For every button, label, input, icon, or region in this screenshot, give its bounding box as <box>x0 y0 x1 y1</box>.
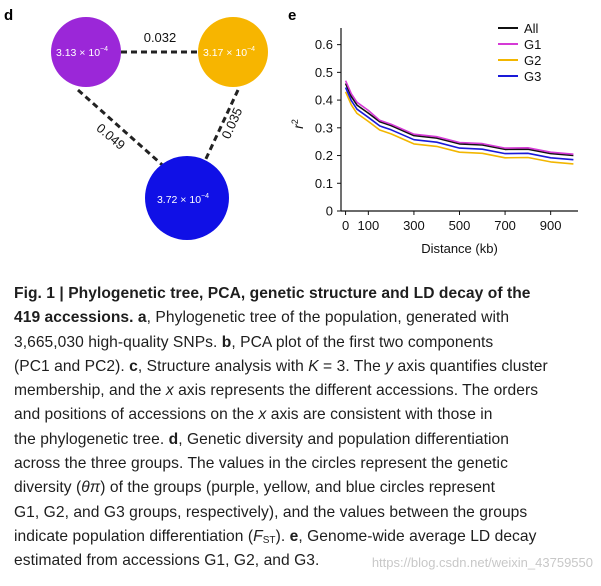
caption-line-7: the phylogenetic tree. d, Genetic divers… <box>14 428 598 452</box>
ld-decay-chart: 0 0.1 0.2 0.3 0.4 0.5 0.6 0 100 300 500 700 900 Dista… <box>290 21 578 256</box>
caption-line-8: across the three groups. The values in t… <box>14 452 598 476</box>
g3-diversity: 3.72 × 10−4 <box>157 193 209 206</box>
caption-e-text: , Genome-wide average LD decay <box>298 527 537 545</box>
caption-k-var: K <box>308 357 319 375</box>
legend-label-g1: G1 <box>524 37 541 52</box>
x-tick-label: 100 <box>357 218 379 233</box>
x-tick-label: 500 <box>449 218 471 233</box>
x-tick-label: 900 <box>540 218 562 233</box>
caption-c-text-7: axis are consistent with those in <box>266 406 493 424</box>
g3-circle <box>145 156 229 240</box>
caption-a-text: , Phylogenetic tree of the population, g… <box>146 309 510 327</box>
series-line-all <box>344 83 574 157</box>
caption-c-text-8: the phylogenetic tree. <box>14 430 165 448</box>
caption-theta-pi: θπ <box>81 479 101 497</box>
fst-g1-g3: 0.049 <box>94 120 129 152</box>
caption-line-6: and positions of accessions on the x axi… <box>14 403 598 427</box>
legend-label-all: All <box>524 21 539 36</box>
caption-a-text-2: 3,665,030 high-quality SNPs. <box>14 333 218 351</box>
series-line-g2 <box>344 91 574 165</box>
caption-c-text-2: = 3. The <box>318 357 381 375</box>
caption-b-label: b <box>221 333 232 351</box>
caption-line-9: diversity (θπ) of the groups (purple, ye… <box>14 476 598 500</box>
caption-line-3: 3,665,030 high-quality SNPs. b, PCA plot… <box>14 331 598 355</box>
caption-b-text-2: (PC1 and PC2). <box>14 357 125 375</box>
y-tick-label: 0.4 <box>315 93 333 108</box>
series-line-g3 <box>344 87 574 161</box>
y-axis-title: r2 <box>290 119 306 129</box>
y-tick-label: 0.5 <box>315 65 333 80</box>
caption-d-text-3: diversity ( <box>14 479 82 497</box>
caption-d-label: d <box>168 430 179 448</box>
series-line-g1 <box>344 80 574 155</box>
g1-diversity: 3.13 × 10−4 <box>56 46 108 59</box>
caption-line-10: G1, G2, and G3 groups, respectively), an… <box>14 501 598 525</box>
caption-d-text-6: indicate population differentiation ( <box>14 527 254 545</box>
g2-diversity: 3.17 × 10−4 <box>203 46 255 59</box>
watermark: https://blog.csdn.net/weixin_43759550 <box>371 555 593 570</box>
caption-a-label: a <box>137 309 147 327</box>
caption-d-text-7: ). <box>275 527 286 545</box>
caption-x-var: x <box>165 382 174 400</box>
y-tick-label: 0.1 <box>315 176 333 191</box>
caption-d-text-4: ) of the groups (purple, yellow, and blu… <box>100 479 496 497</box>
caption-c-text-4: membership, and the <box>14 382 162 400</box>
x-tick-label: 0 <box>342 218 349 233</box>
y-tick-label: 0.3 <box>315 120 333 135</box>
panel-d-label: d <box>4 7 13 24</box>
caption-fst-sub: ST <box>262 534 276 546</box>
fst-g2-g3: 0.035 <box>218 105 245 141</box>
caption-line-2: 419 accessions. a, Phylogenetic tree of … <box>14 306 598 330</box>
x-tick-label: 700 <box>494 218 516 233</box>
caption-line-11: indicate population differentiation (FST… <box>14 525 598 549</box>
caption-title: Fig. 1 | Phylogenetic tree, PCA, genetic… <box>14 285 531 302</box>
figure-caption: Fig. 1 | Phylogenetic tree, PCA, genetic… <box>14 282 598 574</box>
caption-line-12: estimated from accessions G1, G2, and G3… <box>14 549 598 573</box>
caption-b-text: , PCA plot of the first two components <box>231 333 494 351</box>
fst-g1-g2: 0.032 <box>144 30 177 45</box>
caption-c-text-3: axis quantifies cluster <box>393 357 548 375</box>
caption-e-text-2: estimated from accessions G1, G2, and G3… <box>14 552 320 570</box>
caption-line-5: membership, and the x axis represents th… <box>14 379 598 403</box>
caption-d-text: , Genetic diversity and population diffe… <box>178 430 509 448</box>
caption-c-text: , Structure analysis with <box>137 357 304 375</box>
caption-y-var: y <box>385 357 394 375</box>
y-tick-label: 0.2 <box>315 148 333 163</box>
x-axis-title: Distance (kb) <box>421 241 498 256</box>
y-tick-label: 0.6 <box>315 37 333 52</box>
caption-x-var-2: x <box>258 406 267 424</box>
figure-panels: d 0.032 0.049 0.035 3.13 × 10−4 3.17 × 1… <box>4 7 578 256</box>
y-tick-label: 0 <box>326 204 333 219</box>
caption-line-1: Fig. 1 | Phylogenetic tree, PCA, genetic… <box>14 282 598 306</box>
caption-c-text-6: and positions of accessions on the <box>14 406 255 424</box>
caption-d-text-2: across the three groups. The values in t… <box>14 455 508 473</box>
g2-circle <box>198 17 268 87</box>
x-tick-label: 300 <box>403 218 425 233</box>
caption-c-text-5: axis represents the different accessions… <box>173 382 539 400</box>
diversity-network: 0.032 0.049 0.035 3.13 × 10−4 3.17 × 10−… <box>51 17 268 240</box>
caption-fst: F <box>253 527 263 545</box>
legend-label-g2: G2 <box>524 53 541 68</box>
g1-circle <box>51 17 121 87</box>
panel-e-label: e <box>288 7 296 24</box>
caption-title-2: 419 accessions. <box>14 309 134 327</box>
edge-g1-g3 <box>77 88 169 172</box>
caption-d-text-5: G1, G2, and G3 groups, respectively), an… <box>14 503 528 521</box>
legend-label-g3: G3 <box>524 69 541 84</box>
caption-e-label: e <box>289 527 299 545</box>
caption-c-label: c <box>129 357 138 375</box>
edge-g2-g3 <box>202 89 240 164</box>
caption-line-4: (PC1 and PC2). c, Structure analysis wit… <box>14 355 598 379</box>
